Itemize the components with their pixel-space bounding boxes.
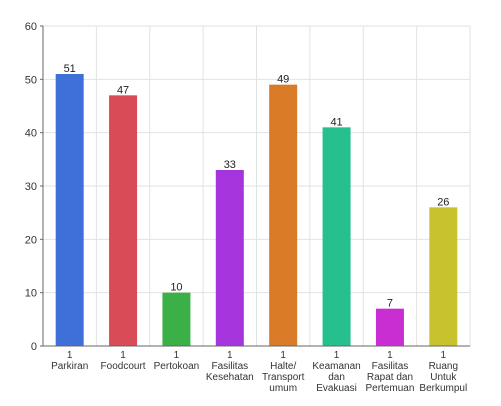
data-label: 49 <box>277 74 289 86</box>
bar <box>429 207 458 346</box>
x-tick-label-line: Fasilitas <box>372 361 409 372</box>
x-tick-label-line: 1 <box>227 350 233 361</box>
x-tick-label-line: 1 <box>67 350 73 361</box>
x-tick-label-line: Pertemuan <box>365 383 414 394</box>
x-tick-label-line: Rapat dan <box>367 372 413 383</box>
x-tick-label-line: Ruang <box>429 361 458 372</box>
y-tick-label: 40 <box>25 128 37 140</box>
x-tick-label-line: 1 <box>441 350 447 361</box>
label-layer: 0102030405060511Parkiran471Foodcourt101P… <box>25 21 467 394</box>
x-tick-label-line: Halte/ <box>270 361 296 372</box>
x-tick-label-line: Foodcourt <box>101 361 146 372</box>
bar <box>55 74 84 346</box>
x-tick-label-line: Fasilitas <box>211 361 248 372</box>
y-tick-label: 20 <box>25 234 37 246</box>
y-tick-label: 50 <box>25 74 37 86</box>
bar <box>215 170 244 346</box>
bar <box>162 292 191 346</box>
data-label: 47 <box>117 84 129 96</box>
x-tick-label-line: Transport <box>262 372 305 383</box>
y-tick-label: 30 <box>25 181 37 193</box>
x-tick-label-line: 1 <box>120 350 126 361</box>
bar <box>109 95 138 346</box>
x-tick-label-line: 1 <box>174 350 180 361</box>
x-tick-label-line: umum <box>269 383 297 394</box>
x-tick-label-line: Keamanan <box>312 361 360 372</box>
bar <box>375 308 404 346</box>
data-label: 26 <box>437 196 449 208</box>
x-tick-label-line: Untuk <box>430 372 457 383</box>
y-tick-label: 10 <box>25 288 37 300</box>
bar-layer <box>55 74 458 347</box>
x-tick-label-line: dan <box>328 372 345 383</box>
x-tick-label-line: Pertokoan <box>154 361 200 372</box>
data-label: 41 <box>330 116 342 128</box>
bar <box>269 84 298 347</box>
data-label: 51 <box>64 63 76 75</box>
x-tick-label-line: Kesehatan <box>206 372 254 383</box>
x-tick-label-line: 1 <box>387 350 393 361</box>
axis-layer <box>40 25 470 347</box>
bar <box>322 127 351 346</box>
data-label: 7 <box>387 298 393 310</box>
grid-layer <box>42 25 471 347</box>
data-label: 33 <box>224 159 236 171</box>
y-tick-label: 0 <box>31 341 37 353</box>
x-tick-label-line: Berkumpul <box>419 383 467 394</box>
y-tick-label: 60 <box>25 21 37 33</box>
x-tick-label-line: 1 <box>280 350 286 361</box>
x-tick-label-line: Parkiran <box>51 361 88 372</box>
data-label: 10 <box>170 282 182 294</box>
x-tick-label-line: 1 <box>334 350 340 361</box>
x-tick-label-line: Evakuasi <box>316 383 357 394</box>
